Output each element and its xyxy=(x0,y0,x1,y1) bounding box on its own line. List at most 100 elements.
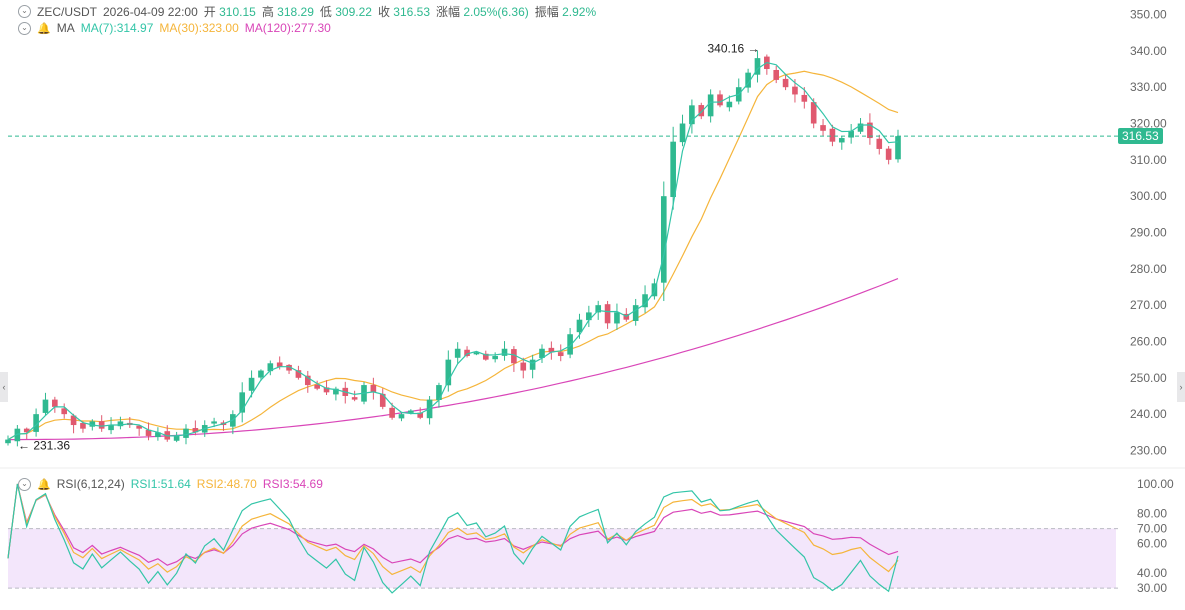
candle-body xyxy=(398,414,405,419)
candle-body xyxy=(258,370,264,378)
current-price-tag: 316.53 xyxy=(1118,128,1163,144)
rsi-band xyxy=(8,528,1116,589)
candle-body xyxy=(379,393,386,407)
candle-body xyxy=(482,353,489,360)
bell-icon[interactable]: 🔔 xyxy=(37,478,51,491)
datetime-label: 2026-04-09 22:00 xyxy=(103,4,198,19)
candle-body xyxy=(754,58,761,75)
high-label: 高 xyxy=(261,5,274,19)
scroll-left-icon[interactable]: ‹ xyxy=(0,372,8,402)
candle-body xyxy=(42,399,49,413)
candle-body xyxy=(501,348,508,356)
rsi-axis-tick: 70.00 xyxy=(1137,522,1167,536)
rsi-legend: ⌄ 🔔 RSI(6,12,24) RSI1:51.64 RSI2:48.70 R… xyxy=(18,477,323,491)
ma30-line xyxy=(7,70,899,441)
ma7-legend: MA(7):314.97 xyxy=(80,21,154,35)
candle-body xyxy=(267,363,274,372)
candle-body xyxy=(389,407,395,418)
ohlc-legend: ⌄ ZEC/USDT 2026-04-09 22:00 开 310.15 高 3… xyxy=(18,3,596,20)
candle-body xyxy=(33,414,39,432)
chevron-down-icon[interactable]: ⌄ xyxy=(18,477,31,491)
price-axis-tick: 310.00 xyxy=(1130,153,1167,167)
price-axis-tick: 290.00 xyxy=(1130,226,1167,240)
candle-body xyxy=(61,408,68,415)
candle-body xyxy=(370,384,377,393)
price-axis-tick: 300.00 xyxy=(1130,189,1167,203)
candle-body xyxy=(314,384,320,389)
high-annotation: 340.16 → xyxy=(707,41,759,55)
change-label: 涨幅 xyxy=(436,5,461,19)
candle-body xyxy=(155,432,161,438)
candle-body xyxy=(848,130,854,138)
close-value: 316.53 xyxy=(393,5,430,19)
scroll-right-icon[interactable]: › xyxy=(1177,372,1185,402)
candle-body xyxy=(689,105,695,125)
rsi1-line xyxy=(7,483,899,594)
candle-body xyxy=(211,421,217,424)
candle-body xyxy=(183,428,189,438)
change-value: 2.05%(6.36) xyxy=(463,5,529,19)
candle-body xyxy=(895,136,901,160)
candle-body xyxy=(838,138,845,143)
rsi2-legend: RSI2:48.70 xyxy=(196,477,257,491)
price-axis-tick: 350.00 xyxy=(1130,8,1167,22)
rsi1-legend: RSI1:51.64 xyxy=(130,477,191,491)
candle-body xyxy=(445,359,452,386)
chevron-down-icon[interactable]: ⌄ xyxy=(18,5,31,18)
candle-body xyxy=(464,349,470,357)
candle-body xyxy=(80,422,86,429)
ma-label: MA xyxy=(56,21,75,35)
candle-body xyxy=(492,356,498,360)
candle-body xyxy=(773,69,780,80)
candle-body xyxy=(98,421,105,429)
candle-body xyxy=(192,428,199,433)
candle-body xyxy=(567,334,573,355)
chevron-down-icon[interactable]: ⌄ xyxy=(18,21,31,35)
candle-body xyxy=(454,348,461,358)
candle-body xyxy=(857,123,864,132)
ma30-legend: MA(30):323.00 xyxy=(159,21,239,35)
candle-body xyxy=(885,148,892,160)
candle-body xyxy=(351,397,358,400)
candle-body xyxy=(698,105,705,117)
candle-body xyxy=(820,125,826,131)
candle-body xyxy=(70,415,77,426)
low-annotation: ← 231.36 xyxy=(18,439,70,453)
candle-body xyxy=(801,94,808,102)
candle-body xyxy=(23,428,30,433)
candle-body xyxy=(520,362,527,371)
candle-body xyxy=(286,364,292,371)
price-axis-tick: 340.00 xyxy=(1130,44,1167,58)
candle-body xyxy=(642,294,648,308)
price-axis-tick: 240.00 xyxy=(1130,407,1167,421)
rsi2-line xyxy=(7,483,899,576)
candle-body xyxy=(557,352,564,357)
candle-body xyxy=(117,421,124,427)
open-value: 310.15 xyxy=(219,5,256,19)
candle-body xyxy=(89,421,96,427)
rsi3-legend: RSI3:54.69 xyxy=(262,477,323,491)
price-axis-tick: 250.00 xyxy=(1130,371,1167,385)
candle-body xyxy=(145,429,152,436)
price-axis-tick: 330.00 xyxy=(1130,80,1167,94)
candle-body xyxy=(548,347,555,353)
candle-body xyxy=(810,102,817,124)
rsi-axis-tick: 30.00 xyxy=(1137,581,1167,595)
candle-body xyxy=(436,385,442,400)
low-value: 309.22 xyxy=(335,5,372,19)
rsi3-line xyxy=(7,483,899,566)
candle-body xyxy=(276,362,283,367)
candle-body xyxy=(323,387,330,393)
candle-body xyxy=(670,141,676,198)
price-axis-tick: 270.00 xyxy=(1130,298,1167,312)
price-axis-tick: 320.00 xyxy=(1130,117,1167,131)
candle-body xyxy=(239,392,246,413)
candle-body xyxy=(867,122,873,139)
bell-icon[interactable]: 🔔 xyxy=(37,22,51,35)
candle-body xyxy=(604,304,611,324)
candle-body xyxy=(511,349,517,364)
open-label: 开 xyxy=(203,5,216,19)
price-axis-tick: 260.00 xyxy=(1130,334,1167,348)
candle-body xyxy=(136,425,142,429)
